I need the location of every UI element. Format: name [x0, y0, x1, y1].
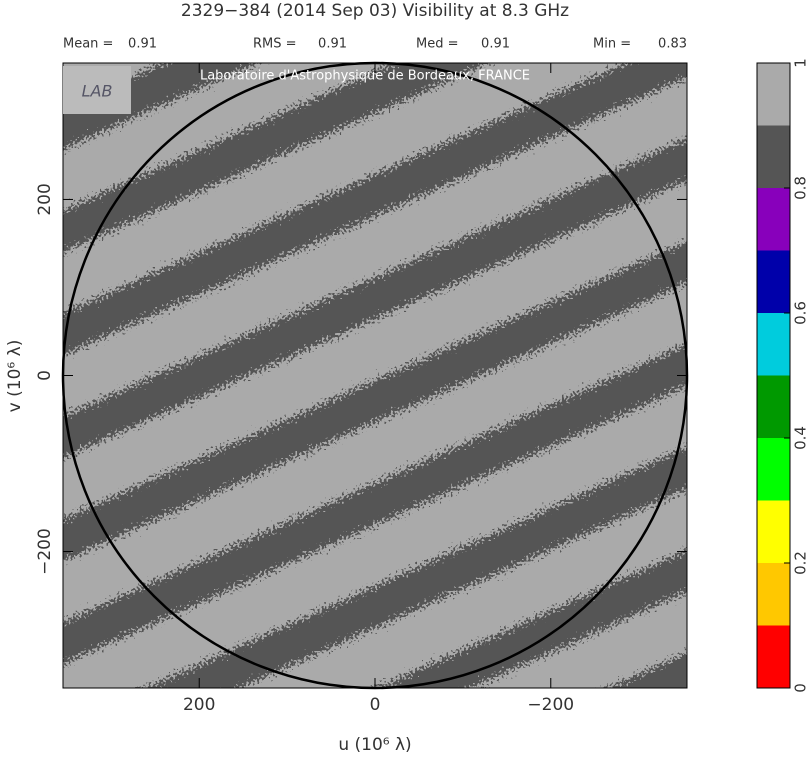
y-tick-label: −200 [35, 528, 55, 575]
colorbar-band [757, 563, 790, 626]
colorbar-frame [756, 62, 791, 689]
colorbar-band [757, 438, 790, 501]
y-axis-label: v (10⁶ λ) [5, 340, 25, 413]
colorbar-band [757, 500, 790, 563]
colorbar-tick-label: 0.4 [792, 426, 810, 450]
colorbar-band [757, 313, 790, 376]
x-tick-label: 200 [183, 695, 215, 715]
stat-value: 0.83 [658, 37, 687, 52]
colorbar-tick-label: 0.8 [792, 176, 810, 200]
colorbar-band [757, 375, 790, 438]
colorbar-band [757, 250, 790, 313]
stat-label: Min = [593, 37, 631, 52]
logo-box [63, 66, 131, 114]
watermark: Laboratoire d'Astrophysique de Bordeaux,… [200, 69, 530, 84]
colorbar-band [757, 63, 790, 126]
colorbar-tick-label: 0.6 [792, 301, 810, 325]
colorbar-band [757, 625, 790, 688]
stat-value: 0.91 [318, 37, 347, 52]
y-tick-label: 0 [35, 370, 55, 381]
visibility-image [63, 63, 687, 688]
x-axis-label: u (10⁶ λ) [338, 735, 411, 755]
colorbar-tick-label: 0.2 [792, 551, 810, 575]
x-tick-label: 0 [370, 695, 381, 715]
colorbar-tick-label: 1 [792, 58, 810, 68]
logo: LAB [82, 82, 113, 101]
chart-title: 2329−384 (2014 Sep 03) Visibility at 8.3… [181, 1, 569, 21]
x-tick-label: −200 [527, 695, 574, 715]
colorbar-band [757, 188, 790, 251]
stat-label: Mean = [63, 37, 113, 52]
uv-map [63, 63, 687, 688]
stat-label: Med = [416, 37, 459, 52]
colorbar-tick-label: 0 [792, 683, 810, 693]
stat-value: 0.91 [481, 37, 510, 52]
stat-value: 0.91 [128, 37, 157, 52]
y-tick-label: 200 [35, 183, 55, 215]
colorbar-band [757, 125, 790, 188]
stat-label: RMS = [253, 37, 297, 52]
